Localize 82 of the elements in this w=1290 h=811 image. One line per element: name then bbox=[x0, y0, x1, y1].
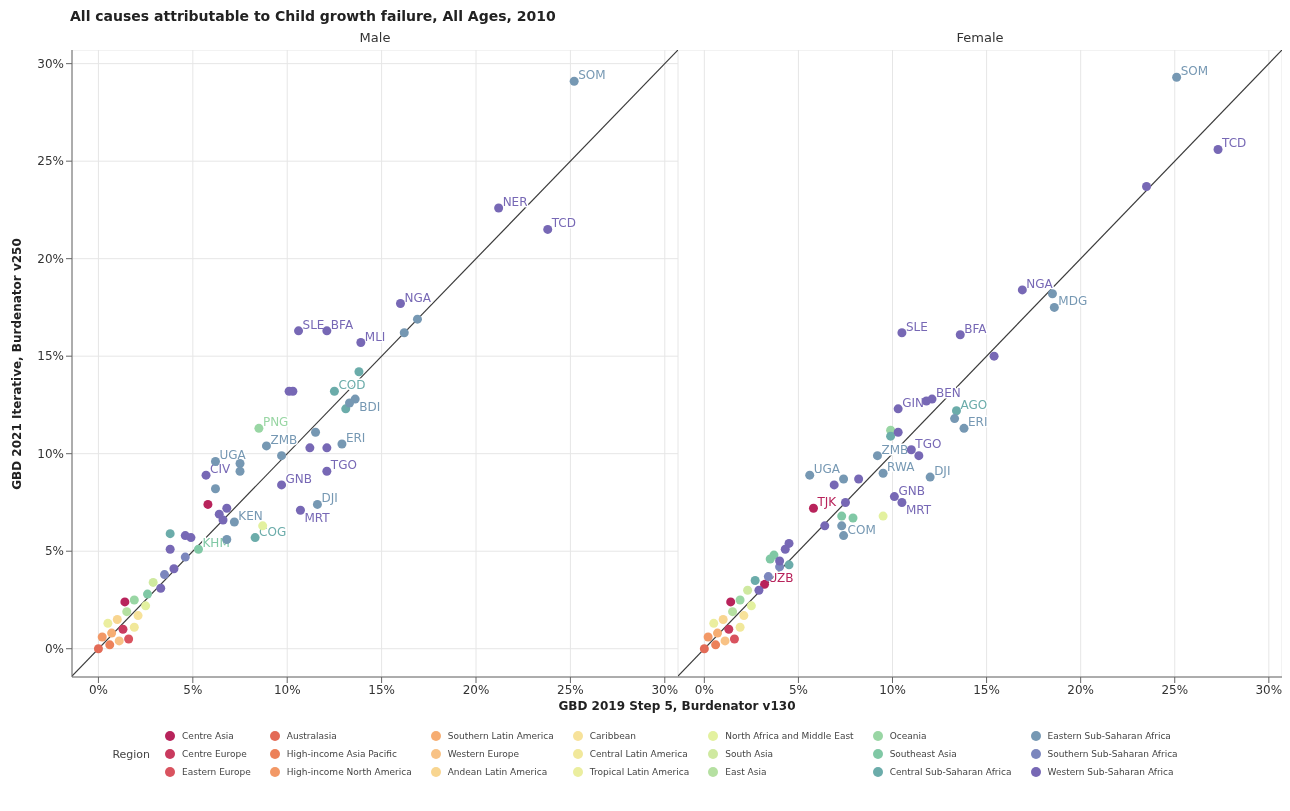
legend-label: Eastern Europe bbox=[182, 767, 251, 777]
annotation: GNB bbox=[898, 483, 925, 498]
annotation: NGA bbox=[1026, 276, 1054, 291]
legend-label: Centre Asia bbox=[182, 731, 234, 741]
annotation: MRT bbox=[304, 511, 331, 526]
annotation: MDG bbox=[1058, 294, 1088, 309]
chart-title: All causes attributable to Child growth failure, All Ages, 2010 bbox=[70, 8, 557, 26]
annotation: BFA bbox=[964, 321, 988, 336]
annotation: SLE bbox=[905, 319, 928, 334]
legend-label: High-income North America bbox=[286, 767, 412, 777]
legend-label: Western Sub-Saharan Africa bbox=[1047, 767, 1174, 777]
legend-label: Southern Latin America bbox=[447, 731, 554, 741]
x-tick-label: 15% bbox=[973, 682, 1000, 697]
legend-label: Andean Latin America bbox=[447, 767, 548, 777]
x-tick-label: 10% bbox=[273, 682, 301, 697]
x-axis-title: GBD 2019 Step 5, Burdenator v130 bbox=[557, 699, 797, 713]
x-tick-label: 30% bbox=[651, 682, 679, 697]
annotation: ZMB bbox=[270, 432, 298, 447]
legend-label: South Asia bbox=[725, 749, 774, 759]
annotation: PNG bbox=[262, 415, 289, 430]
annotation: TJK bbox=[816, 495, 838, 510]
x-tick-label: 10% bbox=[879, 682, 906, 697]
annotation: SLE bbox=[302, 317, 325, 332]
legend-label: Centre Europe bbox=[182, 749, 247, 759]
annotation: UGA bbox=[813, 462, 841, 477]
annotation: AGO bbox=[960, 397, 988, 412]
annotation: COM bbox=[847, 522, 876, 537]
y-tick-label: 15% bbox=[37, 349, 64, 364]
y-tick-label: 5% bbox=[44, 544, 64, 559]
annotation: NGA bbox=[404, 290, 432, 305]
y-tick-label: 25% bbox=[37, 154, 64, 169]
x-tick-label: 5% bbox=[788, 682, 808, 697]
annotation: TGO bbox=[914, 436, 942, 451]
x-tick-label: 20% bbox=[462, 682, 490, 697]
x-tick-label: 30% bbox=[1255, 682, 1283, 697]
annotation: UGA bbox=[219, 448, 247, 463]
annotation: ERI bbox=[345, 430, 366, 445]
chart-subtitle: Female bbox=[955, 30, 1005, 47]
annotation: NER bbox=[502, 194, 528, 209]
annotation: SOM bbox=[1180, 64, 1209, 79]
annotation: GIN bbox=[902, 395, 924, 410]
y-axis-title: GBD 2021 Iterative, Burdenator v250 bbox=[10, 238, 24, 490]
y-tick-label: 0% bbox=[44, 641, 64, 656]
annotation: RWA bbox=[887, 460, 916, 475]
x-tick-label: 25% bbox=[1161, 682, 1189, 697]
annotation: SOM bbox=[578, 68, 606, 83]
legend-label: Western Europe bbox=[447, 749, 520, 759]
y-tick-label: 20% bbox=[37, 251, 64, 266]
annotation: GNB bbox=[285, 471, 313, 486]
legend-label: Caribbean bbox=[589, 731, 636, 741]
annotation: MRT bbox=[905, 503, 932, 518]
annotation: BFA bbox=[330, 317, 354, 332]
legend-label: East Asia bbox=[725, 767, 767, 777]
legend-label: Southern Sub-Saharan Africa bbox=[1047, 749, 1178, 759]
x-tick-label: 5% bbox=[183, 682, 203, 697]
legend-label: North Africa and Middle East bbox=[725, 731, 854, 741]
legend-label: Central Sub-Saharan Africa bbox=[889, 767, 1012, 777]
legend-title: Region bbox=[112, 747, 151, 761]
annotation: BDI bbox=[359, 400, 381, 415]
legend-label: Australasia bbox=[286, 731, 337, 741]
legend-label: High-income Asia Pacific bbox=[286, 749, 397, 759]
x-tick-label: 20% bbox=[1067, 682, 1094, 697]
chart-subtitle: Male bbox=[358, 30, 392, 47]
annotation: TCD bbox=[1221, 136, 1247, 151]
x-tick-label: 25% bbox=[557, 682, 584, 697]
legend-label: Central Latin America bbox=[589, 749, 688, 759]
annotation: MLI bbox=[364, 329, 386, 344]
legend-label: Oceania bbox=[889, 731, 927, 741]
annotation: KEN bbox=[238, 508, 263, 523]
legend-label: Eastern Sub-Saharan Africa bbox=[1047, 731, 1171, 741]
annotation: DJI bbox=[934, 464, 951, 479]
x-tick-label: 15% bbox=[368, 682, 395, 697]
y-tick-label: 10% bbox=[37, 446, 64, 461]
annotation: TCD bbox=[550, 216, 576, 231]
legend-label: Southeast Asia bbox=[889, 749, 957, 759]
legend-label: Tropical Latin America bbox=[589, 767, 690, 777]
y-tick-label: 30% bbox=[37, 56, 64, 71]
x-tick-label: 0% bbox=[88, 682, 108, 697]
annotation: ERI bbox=[968, 415, 988, 430]
annotation: DJI bbox=[321, 491, 338, 506]
x-tick-label: 0% bbox=[694, 682, 714, 697]
annotation: TGO bbox=[329, 458, 357, 473]
